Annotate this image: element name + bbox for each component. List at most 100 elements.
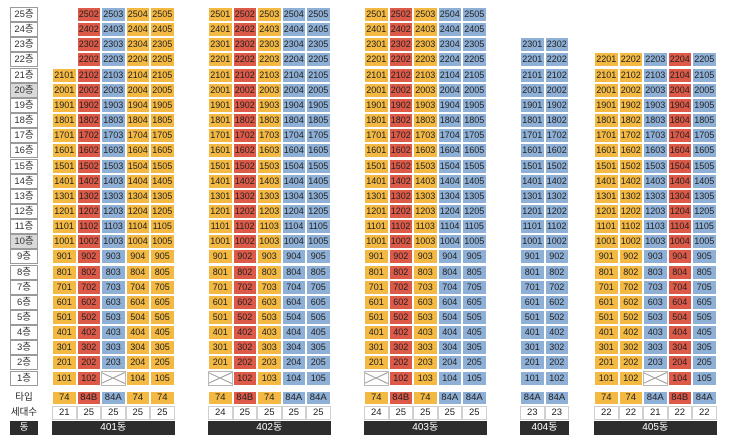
unit-cell[interactable]: 1105 <box>462 219 487 235</box>
unit-cell[interactable]: 1603 <box>101 143 126 159</box>
unit-cell[interactable]: 2404 <box>125 22 150 38</box>
unit-cell[interactable]: 2303 <box>257 37 282 53</box>
unit-cell[interactable]: 2405 <box>462 22 487 38</box>
unit-cell[interactable]: 1303 <box>101 188 126 204</box>
unit-cell[interactable]: 504 <box>667 310 692 325</box>
unit-cell[interactable]: 2002 <box>388 82 413 98</box>
unit-cell[interactable]: 1302 <box>618 188 643 204</box>
unit-cell[interactable]: 2205 <box>462 52 487 68</box>
unit-cell[interactable]: 1801 <box>594 113 619 129</box>
unit-cell[interactable]: 1003 <box>257 234 282 250</box>
unit-cell[interactable]: 705 <box>150 279 175 295</box>
unit-cell[interactable]: 1801 <box>520 113 545 129</box>
unit-cell[interactable]: 101 <box>52 370 77 386</box>
unit-cell[interactable]: 2303 <box>101 37 126 53</box>
unit-cell[interactable]: 805 <box>692 264 717 280</box>
unit-cell[interactable]: 2503 <box>101 7 126 22</box>
unit-cell[interactable]: 1901 <box>208 97 233 113</box>
unit-cell[interactable]: 2201 <box>520 52 545 68</box>
unit-cell[interactable]: 801 <box>520 264 545 280</box>
unit-cell[interactable]: 2001 <box>594 82 619 98</box>
unit-cell[interactable]: 2104 <box>125 67 150 83</box>
unit-cell[interactable]: 305 <box>150 340 175 356</box>
unit-cell[interactable]: 105 <box>150 370 175 386</box>
unit-cell[interactable]: 1303 <box>413 188 438 204</box>
unit-cell[interactable]: 601 <box>208 294 233 310</box>
unit-cell[interactable]: 2301 <box>520 37 545 53</box>
unit-cell[interactable]: 2405 <box>150 22 175 38</box>
unit-cell[interactable]: 603 <box>643 294 668 310</box>
unit-cell[interactable]: 503 <box>643 310 668 325</box>
unit-cell[interactable]: 1305 <box>692 188 717 204</box>
unit-cell[interactable]: 1603 <box>257 143 282 159</box>
unit-cell[interactable]: 2202 <box>618 52 643 68</box>
unit-cell[interactable]: 1302 <box>232 188 257 204</box>
unit-cell[interactable]: 505 <box>150 310 175 325</box>
unit-cell[interactable]: 902 <box>618 249 643 265</box>
unit-cell[interactable]: 1903 <box>413 97 438 113</box>
unit-cell[interactable]: 1005 <box>462 234 487 250</box>
unit-cell[interactable]: 201 <box>520 355 545 371</box>
unit-cell[interactable]: 405 <box>692 325 717 341</box>
unit-cell[interactable]: 1605 <box>150 143 175 159</box>
unit-cell[interactable]: 2403 <box>101 22 126 38</box>
unit-cell[interactable]: 2503 <box>257 7 282 22</box>
unit-cell[interactable]: 705 <box>692 279 717 295</box>
unit-cell[interactable]: 1005 <box>692 234 717 250</box>
unit-cell[interactable]: 2103 <box>101 67 126 83</box>
unit-cell[interactable]: 2203 <box>257 52 282 68</box>
unit-cell[interactable]: 2205 <box>692 52 717 68</box>
unit-cell[interactable]: 2305 <box>306 37 331 53</box>
unit-cell[interactable]: 1101 <box>594 219 619 235</box>
unit-cell[interactable]: 701 <box>208 279 233 295</box>
unit-cell[interactable]: 502 <box>544 310 569 325</box>
unit-cell[interactable]: 1002 <box>76 234 101 250</box>
unit-cell[interactable]: 404 <box>125 325 150 341</box>
unit-cell[interactable]: 1604 <box>437 143 462 159</box>
unit-cell[interactable]: 2202 <box>388 52 413 68</box>
unit-cell[interactable]: 1403 <box>413 173 438 189</box>
unit-cell[interactable]: 2302 <box>388 37 413 53</box>
unit-cell[interactable]: 703 <box>257 279 282 295</box>
unit-cell[interactable]: 1202 <box>544 203 569 219</box>
unit-cell[interactable]: 2202 <box>76 52 101 68</box>
unit-cell[interactable]: 1604 <box>281 143 306 159</box>
unit-cell[interactable]: 602 <box>76 294 101 310</box>
unit-cell[interactable]: 1801 <box>52 113 77 129</box>
unit-cell[interactable]: 803 <box>413 264 438 280</box>
unit-cell[interactable]: 1504 <box>437 158 462 174</box>
unit-cell[interactable]: 502 <box>618 310 643 325</box>
unit-cell[interactable]: 1502 <box>232 158 257 174</box>
unit-cell[interactable]: 203 <box>413 355 438 371</box>
unit-cell[interactable]: 501 <box>594 310 619 325</box>
unit-cell[interactable]: 2402 <box>388 22 413 38</box>
unit-cell[interactable]: 301 <box>52 340 77 356</box>
unit-cell[interactable]: 804 <box>667 264 692 280</box>
unit-cell[interactable]: 201 <box>52 355 77 371</box>
unit-cell[interactable]: 1601 <box>364 143 389 159</box>
unit-cell[interactable]: 2201 <box>208 52 233 68</box>
unit-cell[interactable]: 2301 <box>208 37 233 53</box>
unit-cell[interactable]: 1601 <box>594 143 619 159</box>
unit-cell[interactable]: 2205 <box>306 52 331 68</box>
unit-cell[interactable]: 2102 <box>618 67 643 83</box>
unit-cell[interactable]: 202 <box>232 355 257 371</box>
unit-cell[interactable]: 1503 <box>257 158 282 174</box>
unit-cell[interactable]: 1505 <box>692 158 717 174</box>
unit-cell[interactable]: 1002 <box>388 234 413 250</box>
unit-cell[interactable]: 1001 <box>52 234 77 250</box>
unit-cell[interactable]: 905 <box>150 249 175 265</box>
unit-cell[interactable]: 402 <box>618 325 643 341</box>
unit-cell[interactable]: 1105 <box>306 219 331 235</box>
unit-cell[interactable]: 501 <box>52 310 77 325</box>
unit-cell[interactable]: 704 <box>437 279 462 295</box>
unit-cell[interactable]: 901 <box>364 249 389 265</box>
unit-cell[interactable]: 305 <box>692 340 717 356</box>
unit-cell[interactable]: 504 <box>281 310 306 325</box>
unit-cell[interactable]: 1204 <box>437 203 462 219</box>
unit-cell[interactable]: 705 <box>462 279 487 295</box>
unit-cell[interactable]: 2504 <box>437 7 462 22</box>
unit-cell[interactable]: 605 <box>462 294 487 310</box>
unit-cell[interactable]: 1501 <box>520 158 545 174</box>
unit-cell[interactable]: 1201 <box>208 203 233 219</box>
